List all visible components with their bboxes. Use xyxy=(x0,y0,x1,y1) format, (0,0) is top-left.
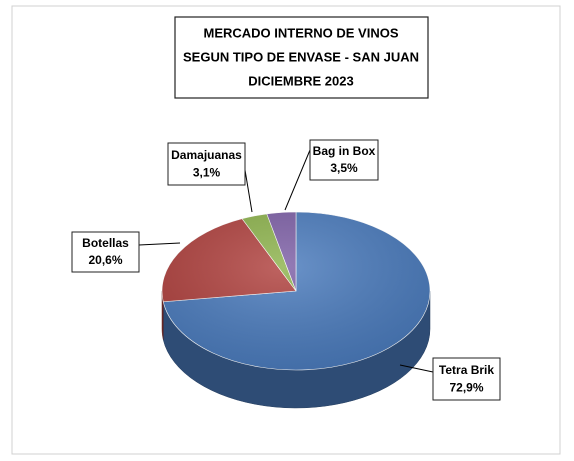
category-label: Botellas xyxy=(82,236,129,250)
label-box xyxy=(167,142,246,186)
data-label: 20,6% xyxy=(88,253,122,267)
leader-line xyxy=(244,169,253,213)
label-box xyxy=(432,357,501,401)
title-box xyxy=(174,16,429,99)
category-label: Damajuanas xyxy=(171,148,242,162)
leader-line xyxy=(138,242,181,246)
data-label: 3,5% xyxy=(330,161,358,175)
chart-title: DICIEMBRE 2023 xyxy=(248,73,353,88)
category-label: Bag in Box xyxy=(313,144,376,158)
leader-line xyxy=(399,364,434,373)
label-box xyxy=(309,139,379,181)
chart-title: SEGUN TIPO DE ENVASE - SAN JUAN xyxy=(183,49,419,64)
data-label: 72,9% xyxy=(449,380,483,394)
data-label: 3,1% xyxy=(193,165,221,179)
category-label: Tetra Brik xyxy=(439,363,494,377)
leader-line xyxy=(284,149,311,211)
chart-title: MERCADO INTERNO DE VINOS xyxy=(203,25,398,40)
label-box xyxy=(71,231,140,273)
